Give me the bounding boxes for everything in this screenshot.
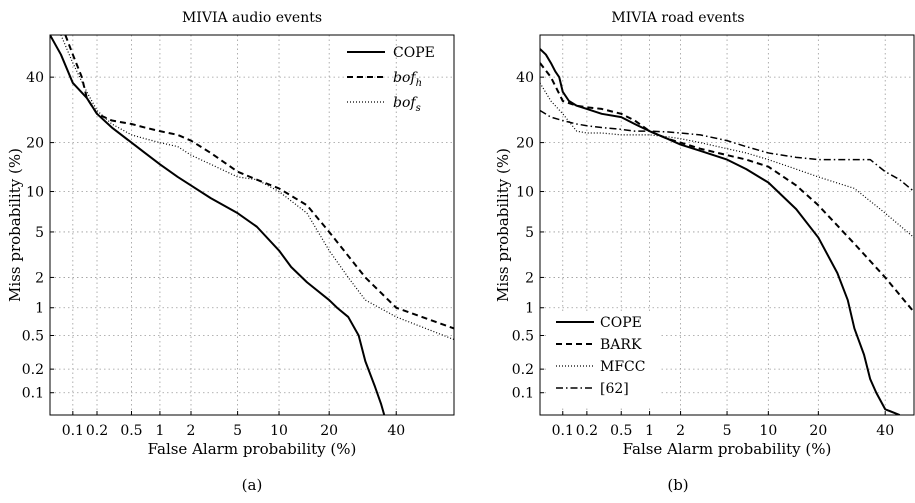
b-ytick-label: 1 [525,301,534,317]
panel-a-y-axis-label: Miss probability (%) [6,148,24,302]
a-xtick-label: 20 [320,423,338,439]
a-xtick-label: 0.2 [86,423,108,439]
legend-a-bofs-label: bofs [393,95,421,114]
panel-b-legend: COPE BARK MFCC [62] [548,313,660,407]
a-xtick-label: 5 [233,423,242,439]
panel-a-legend: COPE bofh bofs [347,45,435,114]
legend-b-bark-label: BARK [600,337,642,353]
panel-b-x-axis-label: False Alarm probability (%) [623,440,832,458]
a-ytick-label: 0.5 [22,329,44,345]
panel-b-y-axis-label: Miss probability (%) [494,148,512,302]
b-series-62-line [540,109,914,193]
legend-a-bofh-label: bofh [393,70,422,89]
a-series-cope-line [50,35,386,415]
panel-b-series [540,48,914,415]
b-ytick-label: 10 [516,185,534,201]
b-xtick-label: 20 [809,423,827,439]
panel-a: MIVIA audio events 0.1 0.2 0.5 1 2 5 10 20 40 0.… [6,10,455,494]
b-ytick-label: 0.5 [512,329,534,345]
panel-b-caption: (b) [667,476,688,494]
a-xtick-label: 0.1 [62,423,84,439]
a-xtick-label: 1 [155,423,164,439]
legend-b-mfcc-label: MFCC [600,359,645,375]
b-ytick-label: 0.1 [512,386,534,402]
panel-a-series [50,35,454,415]
legend-a-cope-label: COPE [393,45,435,61]
panel-a-grid [50,35,454,415]
b-xtick-label: 0.1 [552,423,574,439]
panel-a-x-ticks: 0.1 0.2 0.5 1 2 5 10 20 40 [62,411,405,439]
legend-a-bofs-sub: s [416,103,421,114]
panel-b: MIVIA road events 0.1 0.2 0.5 1 2 5 10 20 40 0.1… [494,10,915,494]
b-xtick-label: 1 [645,423,654,439]
b-ytick-label: 40 [516,70,534,86]
b-xtick-label: 10 [759,423,777,439]
b-series-bark-line [540,62,914,313]
b-ytick-label: 2 [525,270,534,286]
panel-a-x-axis-label: False Alarm probability (%) [148,440,357,458]
a-ytick-label: 40 [26,70,44,86]
panel-b-title: MIVIA road events [611,10,744,26]
b-xtick-label: 40 [876,423,894,439]
a-ytick-label: 0.1 [22,386,44,402]
a-series-bofs-line [60,35,454,341]
legend-a-bofs-base: bof [393,95,418,111]
b-xtick-label: 0.2 [576,423,598,439]
panel-b-x-ticks: 0.1 0.2 0.5 1 2 5 10 20 40 [552,411,894,439]
b-xtick-label: 2 [676,423,685,439]
panel-a-y-ticks: 0.1 0.2 0.5 1 2 5 10 20 40 [22,70,54,402]
a-ytick-label: 10 [26,185,44,201]
a-xtick-label: 0.5 [120,423,142,439]
legend-a-bofh-sub: h [416,78,422,89]
b-series-cope-line [540,48,901,415]
a-xtick-label: 2 [187,423,196,439]
panel-b-grid [540,35,914,415]
legend-a-bofh-base: bof [393,70,418,86]
a-ytick-label: 5 [35,225,44,241]
panel-a-caption: (a) [242,476,263,494]
a-ytick-label: 2 [35,270,44,286]
b-ytick-label: 0.2 [512,362,534,378]
a-xtick-label: 10 [270,423,288,439]
legend-b-cope-label: COPE [600,315,642,331]
legend-b-ref62-label: [62] [600,381,629,397]
panel-b-y-ticks: 0.1 0.2 0.5 1 2 5 10 20 40 [512,70,544,402]
panel-a-title: MIVIA audio events [182,10,322,26]
b-xtick-label: 0.5 [610,423,632,439]
a-series-bofh-line [64,35,454,330]
b-ytick-label: 5 [525,225,534,241]
a-ytick-label: 1 [35,301,44,317]
a-ytick-label: 0.2 [22,362,44,378]
a-ytick-label: 20 [26,136,44,152]
b-xtick-label: 5 [723,423,732,439]
a-xtick-label: 40 [387,423,405,439]
panel-a-frame [49,34,455,416]
b-ytick-label: 20 [516,136,534,152]
panel-b-legend-box [548,313,660,407]
